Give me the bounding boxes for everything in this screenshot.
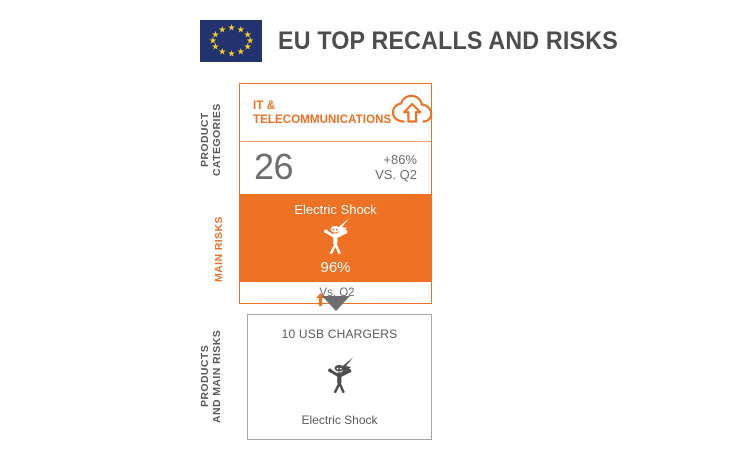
section-label-products-and-main-risks: PRODUCTS AND MAIN RISKS xyxy=(199,329,223,423)
category-name: IT & TELECOMMUNICATIONS xyxy=(253,99,392,126)
eu-flag-star-icon: ★ xyxy=(218,24,227,35)
eu-flag-star-icon: ★ xyxy=(236,46,245,57)
product-category-card[interactable]: IT & TELECOMMUNICATIONS 26 +86% VS. Q2 E… xyxy=(239,83,433,306)
electric-shock-icon xyxy=(320,355,360,400)
eu-flag-star-icon: ★ xyxy=(227,48,236,59)
connector-triangle-icon xyxy=(322,296,350,311)
eu-flag-star-icon: ★ xyxy=(211,29,220,40)
eu-flag-star-icon: ★ xyxy=(211,41,220,52)
eu-flag-icon: ★ ★ ★ ★ ★ ★ ★ ★ ★ ★ ★ ★ xyxy=(200,20,262,62)
main-risk-name: Electric Shock xyxy=(294,202,377,217)
eu-flag-star-icon: ★ xyxy=(218,46,227,57)
recall-count-delta: +86% VS. Q2 xyxy=(375,152,417,182)
section-label-main-risks: MAIN RISKS xyxy=(213,216,225,282)
product-title: 10 USB CHARGERS xyxy=(281,327,398,341)
eu-flag-star-icon: ★ xyxy=(243,29,252,40)
section-label-product-categories: PRODUCT CATEGORIES xyxy=(199,103,223,177)
main-risk-percent: 96% xyxy=(320,259,351,276)
page-header: ★ ★ ★ ★ ★ ★ ★ ★ ★ ★ ★ ★ EU TOP RECALLS AND RISKS xyxy=(200,20,644,62)
eu-flag-star-icon: ★ xyxy=(243,41,252,52)
eu-flag-star-icon: ★ xyxy=(227,22,236,33)
recall-count: 26 xyxy=(254,146,294,187)
main-risk-block: Electric Shock xyxy=(240,194,431,282)
category-header-row: IT & TELECOMMUNICATIONS xyxy=(240,84,433,142)
eu-flag-star-icon: ★ xyxy=(236,24,245,35)
eu-flag-star-icon: ★ xyxy=(208,35,217,46)
cloud-upload-icon xyxy=(391,94,435,131)
eu-flag-star-icon: ★ xyxy=(246,35,255,46)
product-risk-card[interactable]: 10 USB CHARGERS Electric Shock xyxy=(247,314,432,440)
page-title: EU TOP RECALLS AND RISKS xyxy=(278,26,618,55)
risk-comparison-label: Vs. Q2 xyxy=(319,286,355,299)
category-count-row: 26 +86% VS. Q2 xyxy=(240,142,431,194)
electric-shock-icon xyxy=(316,217,356,260)
risk-comparison-row: Vs. Q2 xyxy=(240,282,431,306)
product-risk-name: Electric Shock xyxy=(301,413,378,427)
